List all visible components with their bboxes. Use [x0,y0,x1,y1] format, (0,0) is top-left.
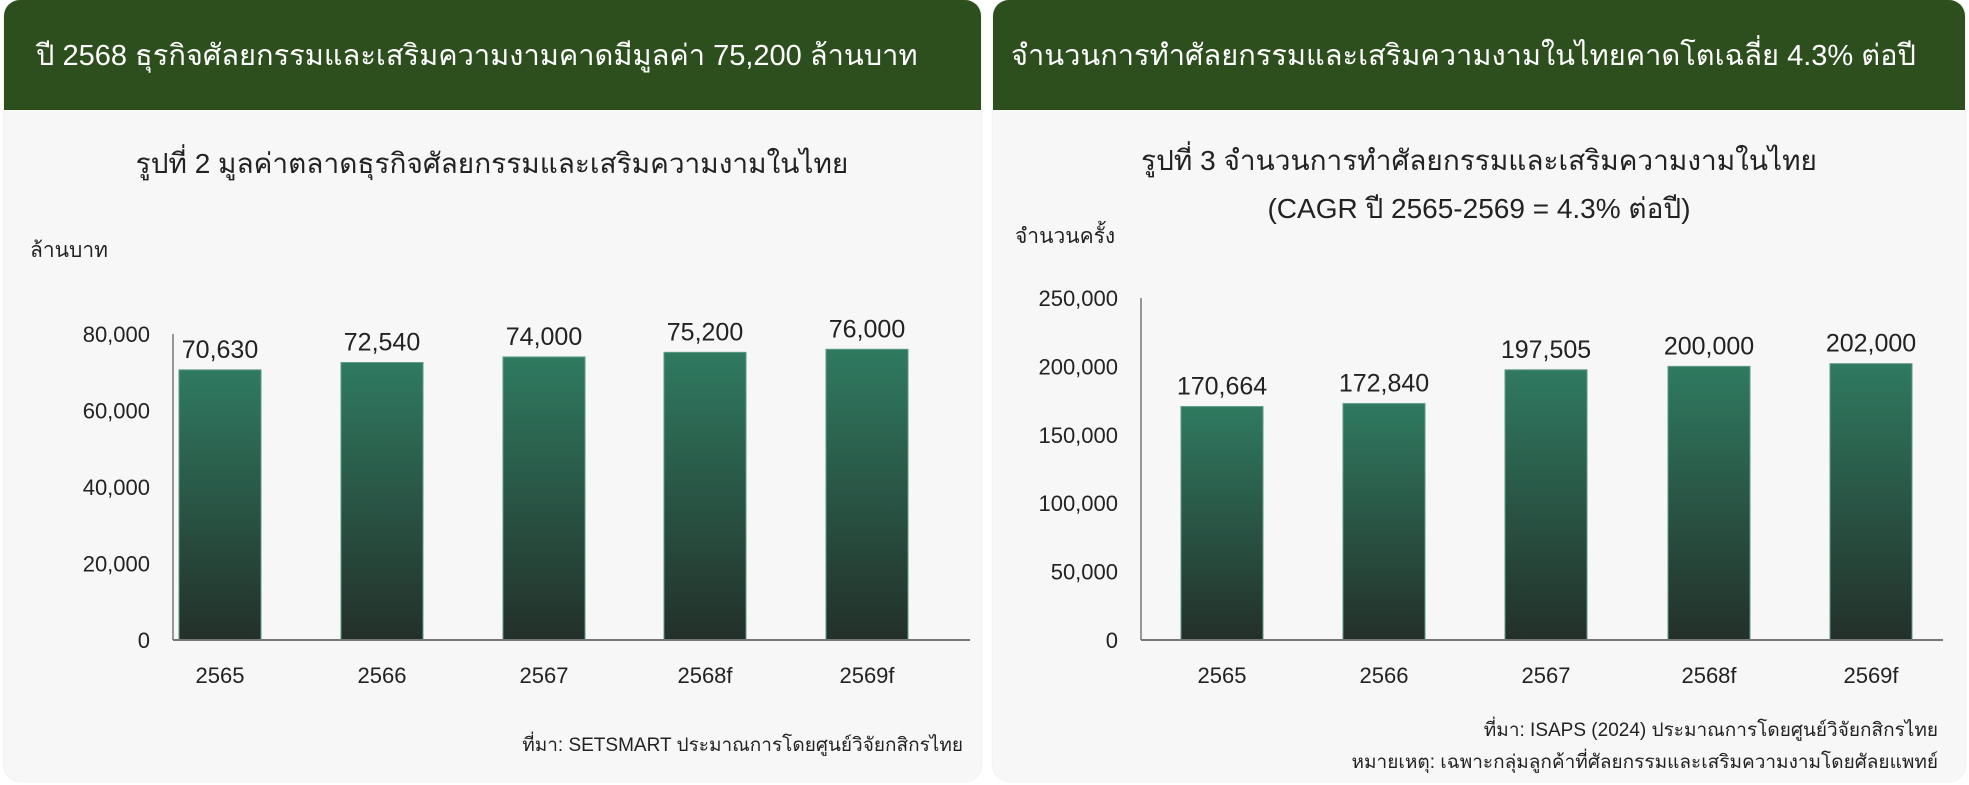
data-label: 74,000 [506,323,582,351]
card-header: จำนวนการทำศัลยกรรมและเสริมความงามในไทยคา… [993,0,1965,110]
y-axis-label: ล้านบาท [30,239,108,262]
bar-2568f [1667,365,1751,641]
x-tick-label: 2565 [1198,663,1247,688]
bar-2569f [1829,363,1913,641]
y-tick-label: 60,000 [83,399,150,424]
chart-title: (CAGR ปี 2565-2569 = 4.3% ต่อปี) [1267,193,1690,224]
x-tick-label: 2568f [677,663,733,688]
data-label: 75,200 [667,318,743,346]
data-label: 202,000 [1826,330,1916,358]
y-tick-label: 80,000 [83,322,150,347]
bar-2566 [340,362,424,641]
bar-2569f [825,348,909,641]
y-tick-label: 150,000 [1038,423,1118,448]
y-tick-label: 200,000 [1038,354,1118,379]
y-axis-label: จำนวนครั้ง [1015,221,1115,248]
y-tick-label: 0 [1106,628,1118,653]
x-tick-label: 2566 [1360,663,1409,688]
procedure-count-card: จำนวนการทำศัลยกรรมและเสริมความงามในไทยคา… [993,0,1965,781]
bar-2567 [1504,369,1588,641]
bar-2567 [502,356,586,641]
data-label: 197,505 [1501,336,1591,364]
x-tick-label: 2568f [1681,663,1737,688]
data-label: 72,540 [344,329,420,357]
bar-2566 [1342,403,1426,641]
y-tick-label: 0 [138,628,150,653]
x-tick-label: 2567 [1522,663,1571,688]
footnote: ที่มา: ISAPS (2024) ประมาณการโดยศูนย์วิจ… [1484,716,1938,741]
card-header: ปี 2568 ธุรกิจศัลยกรรมและเสริมความงามคาด… [4,0,981,110]
data-label: 170,664 [1177,373,1267,401]
x-tick-label: 2569f [1843,663,1899,688]
y-tick-label: 40,000 [83,475,150,500]
footnote: หมายเหตุ: เฉพาะกลุ่มลูกค้าที่ศัลยกรรมและ… [1352,748,1939,774]
bar-2565 [1180,406,1264,641]
x-tick-label: 2566 [358,663,407,688]
y-tick-label: 50,000 [1051,560,1118,585]
bar-2568f [663,351,747,641]
data-label: 200,000 [1664,332,1754,360]
data-label: 172,840 [1339,370,1429,398]
chart-title: รูปที่ 2 มูลค่าตลาดธุรกิจศัลยกรรมและเสริ… [136,144,849,181]
footnote: ที่มา: SETSMART ประมาณการโดยศูนย์วิจัยกส… [522,731,963,756]
bar-2565 [178,369,262,641]
x-tick-label: 2565 [196,663,245,688]
x-tick-label: 2567 [520,663,569,688]
y-tick-label: 100,000 [1038,491,1118,516]
x-tick-label: 2569f [839,663,895,688]
market-value-card: ปี 2568 ธุรกิจศัลยกรรมและเสริมความงามคาด… [4,0,981,781]
data-label: 76,000 [829,315,905,343]
chart-title: รูปที่ 3 จำนวนการทำศัลยกรรมและเสริมความง… [1141,141,1817,178]
y-tick-label: 250,000 [1038,286,1118,311]
data-label: 70,630 [182,336,258,364]
y-tick-label: 20,000 [83,552,150,577]
